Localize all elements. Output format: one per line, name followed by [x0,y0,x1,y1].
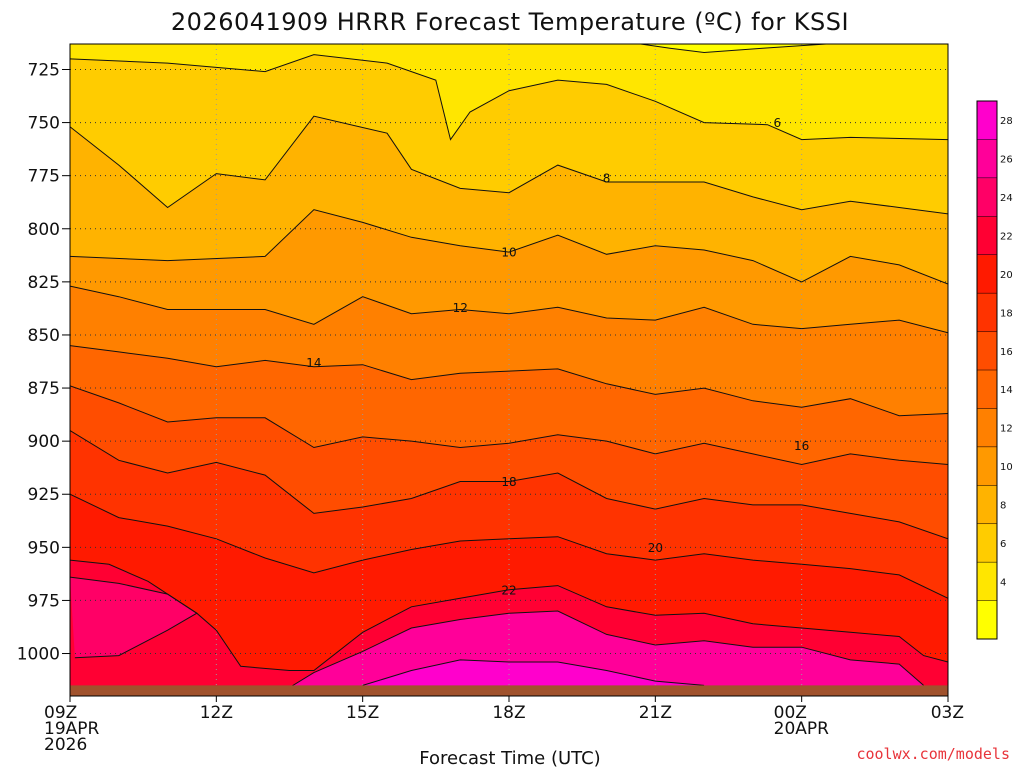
colorbar-label: 6 [1000,539,1006,550]
colorbar-label: 8 [1000,501,1006,512]
isotherm-8 [70,115,948,215]
isotherm-28 [362,659,705,686]
y-tick-label: 850 [28,326,60,346]
isotherm-label: 18 [501,475,516,489]
isotherm-label: 20 [648,541,663,555]
isotherm-26 [289,610,924,688]
y-tick-label: 950 [28,538,60,558]
isotherm-6 [70,54,948,141]
colorbar-swatch [977,562,997,602]
colorbar-swatch [977,254,997,294]
temperature-band-2 [640,44,827,53]
colorbar-label: 18 [1000,308,1013,319]
colorbar-legend: 4 6 8 10 12 14 16 18 20 22 24 26 28 [976,100,1013,640]
y-axis: 725 750 775 800 825 850 875 900 925 950 975 1000 [17,60,70,665]
isotherm-16 [70,385,948,466]
colorbar-label: 16 [1000,347,1013,358]
x-tick-label: 2026 [44,735,87,755]
x-tick-label: 18Z [492,703,525,723]
isotherm-4 [640,44,827,54]
isotherm-14 [70,345,948,417]
y-tick-label: 800 [28,220,60,240]
colorbar-swatch [977,177,997,217]
isotherm-10 [70,209,948,285]
x-tick-label: 03Z [931,703,964,723]
ground-surface [70,685,948,696]
isotherm-labels: 6 8 10 12 14 16 18 20 22 [306,116,809,597]
colorbar-swatch [977,101,997,140]
colorbar-swatch [977,331,997,371]
colorbar-label: 22 [1000,232,1013,243]
isotherm-12 [70,285,948,334]
isotherm-22 [70,559,948,671]
isotherm-18 [70,430,948,540]
colorbar-label: 26 [1000,155,1013,166]
isotherm-label: 22 [501,583,516,597]
x-tick-label: 09Z [44,703,77,723]
colorbar-label: 24 [1000,193,1013,204]
x-tick-label: 20APR [774,719,830,739]
y-tick-label: 875 [28,379,60,399]
y-tick-label: 775 [28,167,60,187]
x-tick-label: 12Z [200,703,233,723]
y-tick-label: 725 [28,60,60,80]
colorbar-label: 4 [1000,577,1006,588]
isotherm-label: 10 [501,246,516,260]
colorbar-swatch [977,370,997,409]
y-tick-label: 1000 [17,645,60,665]
y-tick-label: 925 [28,485,60,505]
colorbar-swatch [977,523,997,563]
colorbar-swatch [977,600,997,640]
colorbar-swatch [977,408,997,448]
colorbar-swatch [977,139,997,179]
isotherm-label: 8 [603,171,611,185]
grid-lines [70,44,948,696]
x-tick-label: 15Z [346,703,379,723]
isotherm-24 [70,576,198,659]
x-tick-label: 19APR [44,719,100,739]
y-tick-label: 975 [28,591,60,611]
y-tick-label: 825 [28,273,60,293]
chart-title: 2026041909 HRRR Forecast Temperature (ºC… [171,8,849,36]
colorbar-swatch [977,485,997,525]
colorbar-label: 10 [1000,462,1013,473]
plot-area [70,44,948,696]
credit-text: coolwx.com/models [856,745,1010,763]
isotherm-label: 16 [794,439,809,453]
y-tick-label: 900 [28,432,60,452]
colorbar-label: 28 [1000,116,1013,127]
x-tick-label: 00Z [774,703,807,723]
y-tick-label: 750 [28,114,60,134]
colorbar-label: 20 [1000,270,1013,281]
colorbar-label: 14 [1000,385,1013,396]
isotherm-label: 14 [306,356,321,370]
isotherm-20 [70,493,948,599]
colorbar-swatch [977,216,997,256]
isotherm-lines [70,44,948,688]
temperature-band-24 [70,577,197,658]
colorbar-label: 12 [1000,424,1013,435]
colorbar-swatch [977,293,997,333]
x-tick-label: 21Z [639,703,672,723]
isotherm-label: 6 [773,116,781,130]
colorbar-swatch [977,446,997,486]
isotherm-label: 12 [453,301,468,315]
x-axis-title: Forecast Time (UTC) [419,748,600,768]
